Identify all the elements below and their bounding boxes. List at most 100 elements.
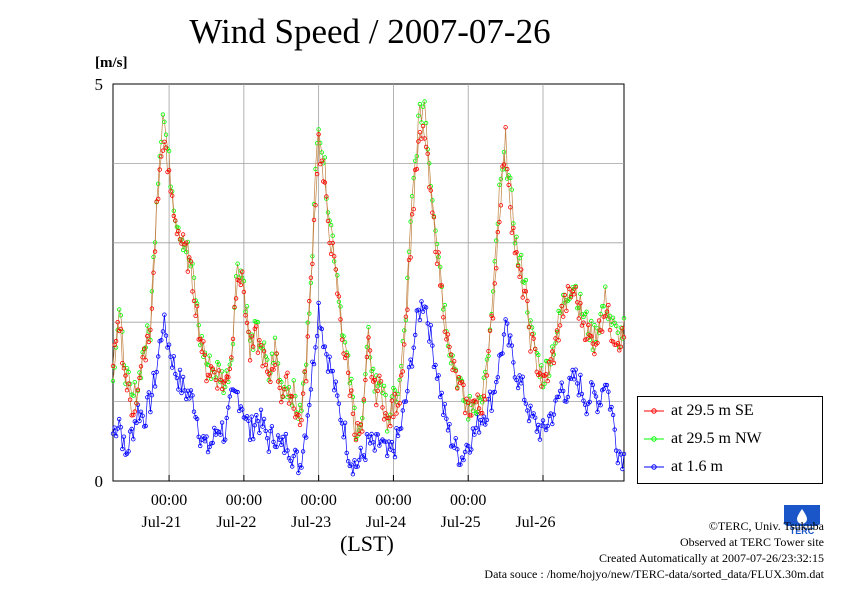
series-point xyxy=(131,393,136,398)
series-point xyxy=(377,443,382,448)
series-point xyxy=(241,289,247,295)
series-point xyxy=(314,333,320,339)
series-point xyxy=(327,240,332,246)
series-point xyxy=(422,99,427,104)
series-point xyxy=(455,386,460,391)
series-point xyxy=(127,397,133,402)
series-point xyxy=(553,336,558,341)
series-point xyxy=(494,238,499,243)
series-point xyxy=(148,327,153,332)
series-point xyxy=(304,379,309,384)
series-point xyxy=(506,343,511,348)
series-point xyxy=(268,429,273,434)
series-point xyxy=(215,386,220,391)
series-point xyxy=(169,193,175,198)
series-point xyxy=(247,358,253,363)
series-point xyxy=(509,230,514,235)
series-point xyxy=(263,362,268,367)
series-point xyxy=(288,458,293,464)
series-point xyxy=(595,409,600,415)
series-point xyxy=(202,352,208,357)
series-point xyxy=(364,354,370,360)
x-axis-label: (LST) xyxy=(340,531,394,556)
series-point xyxy=(307,402,312,408)
series-point xyxy=(419,136,424,141)
series-point xyxy=(166,342,172,347)
x-time-tick-label: 00:00 xyxy=(450,492,486,509)
series-point xyxy=(183,396,189,402)
series-point xyxy=(419,120,424,125)
series-point xyxy=(338,304,343,309)
series-point xyxy=(578,301,583,306)
series-point xyxy=(514,377,519,383)
series-point xyxy=(313,345,318,350)
series-point xyxy=(520,295,525,300)
series-point xyxy=(402,399,407,404)
series-point xyxy=(151,270,156,275)
x-time-tick-label: 00:00 xyxy=(151,492,187,509)
series-point xyxy=(316,300,321,306)
series-point xyxy=(389,439,395,445)
series-point xyxy=(408,357,413,362)
series-point xyxy=(358,422,363,427)
series-point xyxy=(342,420,348,425)
series-point xyxy=(305,334,310,339)
series-point xyxy=(145,323,150,328)
series-point xyxy=(389,398,395,403)
series-point xyxy=(578,372,583,378)
series-point xyxy=(480,400,485,405)
series-point xyxy=(505,166,510,172)
series-point xyxy=(310,261,315,267)
series-point xyxy=(548,357,553,362)
series-point xyxy=(551,412,557,417)
series-point xyxy=(430,198,435,203)
series-point xyxy=(554,394,560,399)
series-point xyxy=(497,219,502,225)
series-point xyxy=(529,325,535,330)
series-point xyxy=(185,388,190,393)
series-point xyxy=(395,433,401,438)
series-point xyxy=(134,420,139,426)
data-source-text: Data souce : /home/hojyo/new/TERC-data/s… xyxy=(484,567,824,581)
series-point xyxy=(173,371,178,377)
series-point xyxy=(212,425,217,431)
series-point xyxy=(246,329,251,334)
series-point xyxy=(328,369,334,374)
series-point xyxy=(618,344,624,349)
series-point xyxy=(297,422,303,428)
series-point xyxy=(533,346,538,352)
series-point xyxy=(180,232,186,237)
series-point xyxy=(573,285,578,290)
series-point xyxy=(240,407,245,412)
series-point xyxy=(360,416,365,421)
series-point xyxy=(140,355,145,360)
series-point xyxy=(603,284,608,289)
series-point xyxy=(436,373,441,378)
series-point xyxy=(467,394,472,399)
series-point xyxy=(481,414,486,419)
series-point xyxy=(265,436,270,441)
series-point xyxy=(439,390,444,396)
series-point xyxy=(595,340,600,346)
series-point xyxy=(112,342,117,348)
series-point xyxy=(346,459,351,464)
series-point xyxy=(466,417,471,422)
series-point xyxy=(615,341,620,346)
series-point xyxy=(197,443,203,449)
series-point xyxy=(216,362,222,367)
x-date-tick-label: Jul-23 xyxy=(291,514,331,531)
series-point xyxy=(279,442,284,447)
series-point xyxy=(297,402,303,408)
series-point xyxy=(539,384,544,389)
series-point xyxy=(453,436,458,441)
series-point xyxy=(501,149,507,155)
series-point xyxy=(235,389,240,395)
series-point xyxy=(286,401,292,406)
series-point xyxy=(110,431,116,436)
series-point xyxy=(115,320,120,325)
series-point xyxy=(194,301,200,306)
series-point xyxy=(537,437,543,442)
series-point xyxy=(514,234,519,239)
legend-label-1-6m: at 1.6 m xyxy=(671,458,723,475)
series-point xyxy=(420,123,426,129)
